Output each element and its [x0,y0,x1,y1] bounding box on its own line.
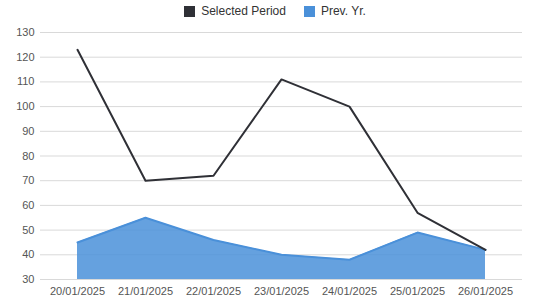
svg-text:60: 60 [22,199,34,211]
svg-text:23/01/2025: 23/01/2025 [254,285,309,297]
svg-text:20/01/2025: 20/01/2025 [50,285,105,297]
svg-text:30: 30 [22,273,34,285]
html-text:Selected Period: Selected Period [201,4,286,18]
svg-text:110: 110 [17,75,35,87]
svg-text:120: 120 [16,51,34,63]
svg-text:100: 100 [16,100,34,112]
svg-text:26/01/2025: 26/01/2025 [458,285,513,297]
svg-text:24/01/2025: 24/01/2025 [322,285,377,297]
svg-text:21/01/2025: 21/01/2025 [118,285,173,297]
svg-text:80: 80 [22,150,34,162]
html-text:Prev. Yr.: Prev. Yr. [320,4,366,18]
svg-text:22/01/2025: 22/01/2025 [186,285,241,297]
svg-text:40: 40 [22,248,34,260]
svg-text:70: 70 [22,174,34,186]
svg-text:25/01/2025: 25/01/2025 [390,285,445,297]
svg-text:130: 130 [16,26,34,38]
svg-text:90: 90 [22,125,34,137]
svg-text:50: 50 [22,224,34,236]
